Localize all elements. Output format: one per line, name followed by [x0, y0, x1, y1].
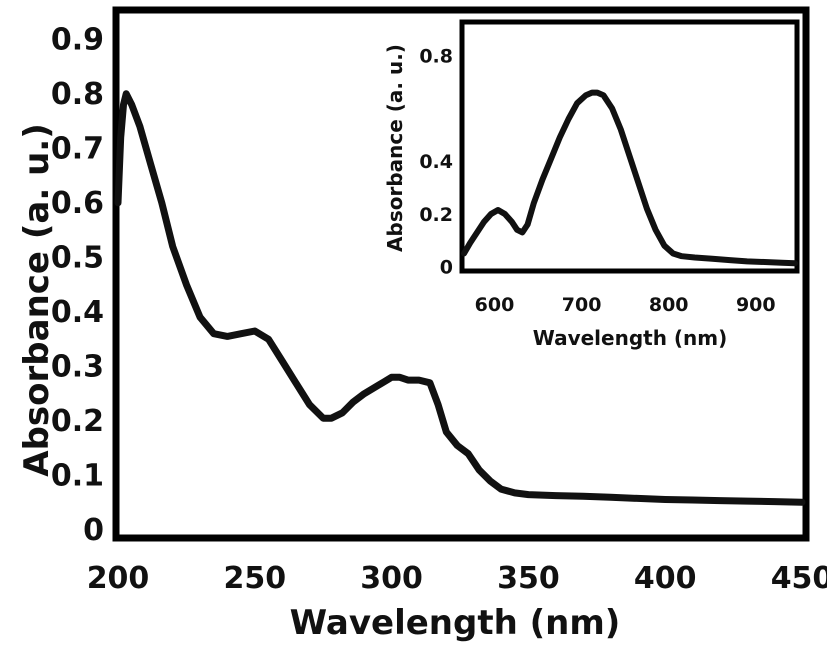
inset-x-axis-title: Wavelength (nm): [533, 326, 728, 350]
main-y-tick-label: 0.9: [51, 22, 104, 57]
main-y-tick-label: 0.4: [51, 295, 104, 330]
inset-x-tick-label: 700: [562, 294, 602, 316]
main-y-tick-label: 0.6: [51, 186, 104, 221]
main-y-tick-label: 0.7: [51, 131, 104, 166]
main-absorbance-curve: [114, 90, 806, 506]
inset-y-tick-label: 0: [440, 257, 453, 279]
inset-y-tick-label: 0.2: [419, 204, 453, 226]
main-y-tick-label: 0.8: [51, 77, 104, 112]
main-x-tick-labels: 200 250 300 350 400 450: [87, 561, 827, 596]
main-y-tick-label: 0.1: [51, 459, 104, 494]
inset-x-tick-label: 600: [475, 294, 515, 316]
main-x-axis-title: Wavelength (nm): [290, 603, 621, 643]
main-x-tick-label: 250: [223, 561, 286, 596]
inset-x-tick-label: 900: [736, 294, 776, 316]
inset-absorbance-curve: [461, 89, 798, 267]
inset-y-tick-label: 0.4: [419, 151, 453, 173]
inset-y-tick-label: 0.8: [419, 46, 453, 68]
main-x-tick-label: 350: [497, 561, 560, 596]
main-y-tick-labels: 0 0.1 0.2 0.3 0.4 0.5 0.6 0.7 0.8 0.9: [51, 22, 104, 548]
main-plot-frame: [112, 6, 810, 542]
inset-x-tick-labels: 600 700 800 900: [475, 294, 776, 316]
main-x-tick-label: 300: [360, 561, 423, 596]
main-x-tick-label: 200: [87, 561, 150, 596]
main-plot: 0 0.1 0.2 0.3 0.4 0.5 0.6 0.7 0.8 0.9 200 250 300 35…: [17, 6, 827, 643]
main-y-tick-label: 0.3: [51, 349, 104, 384]
main-x-tick-label: 400: [634, 561, 697, 596]
inset-y-axis-title: Absorbance (a. u.): [383, 44, 407, 252]
inset-plot-frame: [459, 19, 800, 274]
main-y-tick-label: 0: [83, 513, 104, 548]
main-y-tick-label: 0.5: [51, 240, 104, 275]
main-y-tick-label: 0.2: [51, 404, 104, 439]
inset-x-tick-label: 800: [649, 294, 689, 316]
main-x-tick-label: 450: [771, 561, 827, 596]
inset-plot: 00.20.40.8 600 700 800 900 Wavelength (nm) …: [383, 19, 800, 350]
inset-y-tick-labels: 0 0.2 0.4 0.8: [419, 46, 453, 279]
main-y-axis-title: Absorbance (a. u.): [17, 123, 57, 476]
